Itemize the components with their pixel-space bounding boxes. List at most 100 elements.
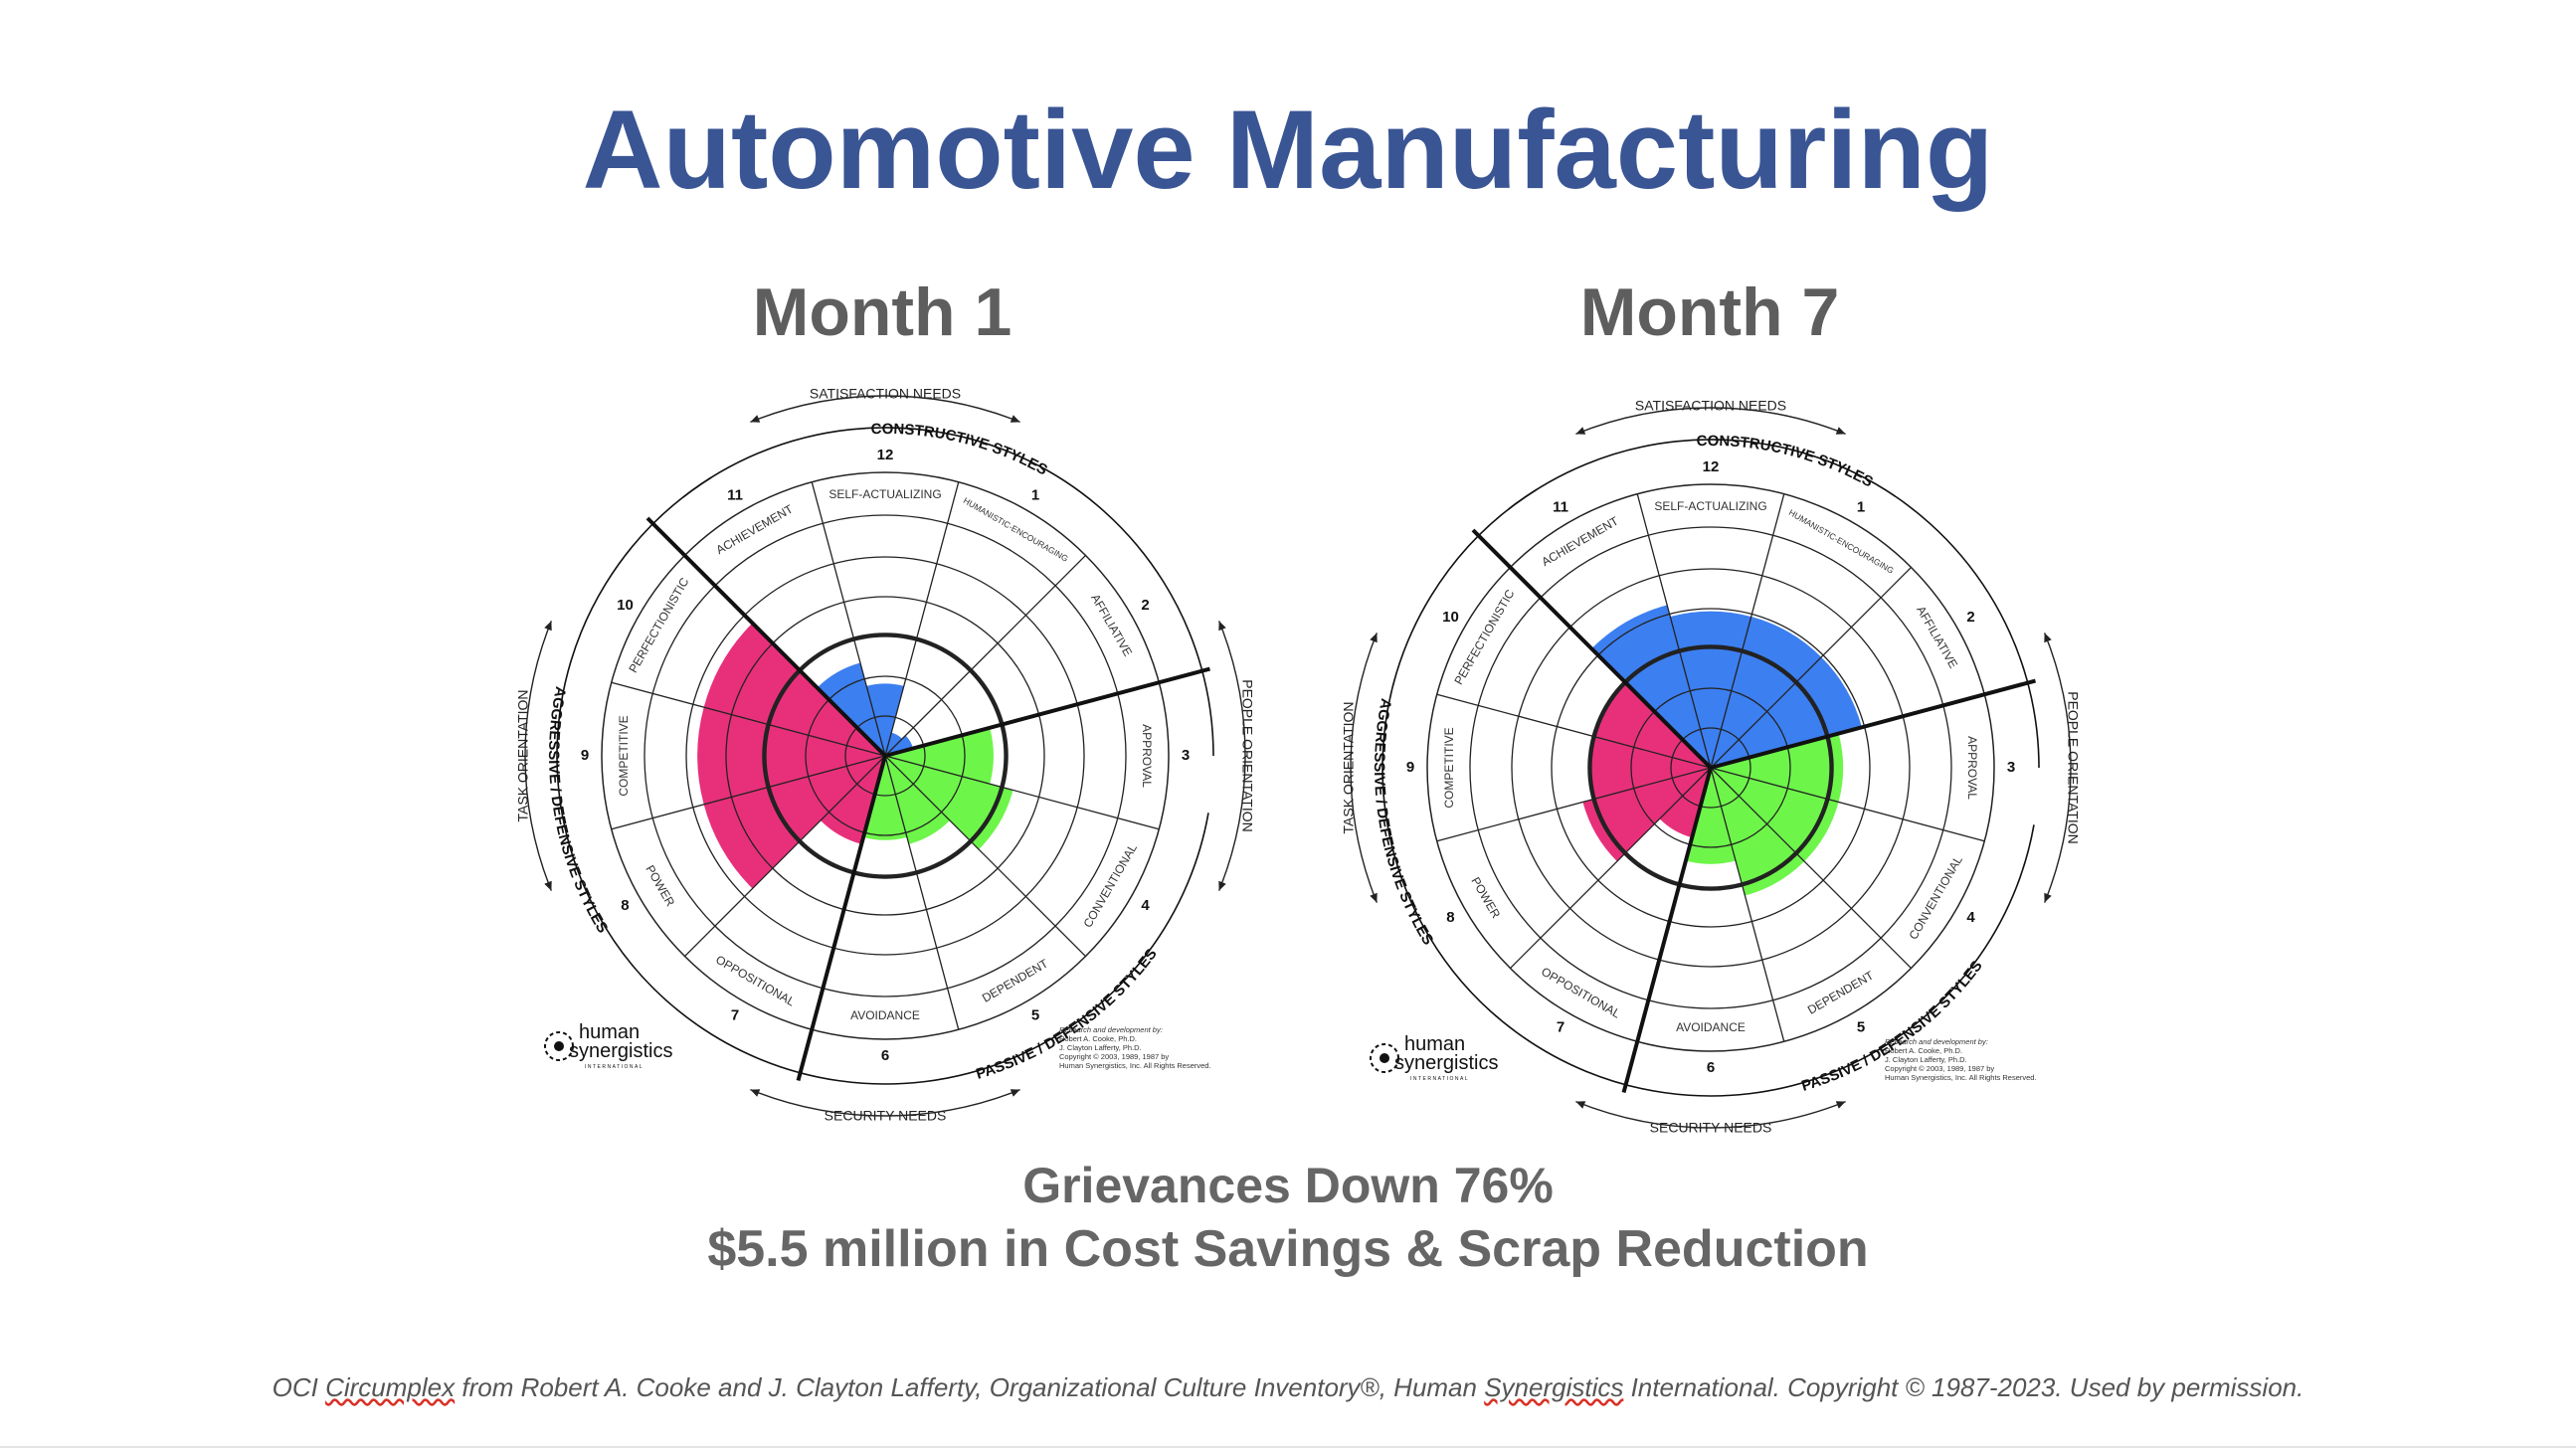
- arrowhead-8: [544, 621, 552, 632]
- style-bar-6: [1685, 768, 1737, 864]
- style-name-10: PERFECTIONISTIC: [1451, 587, 1517, 687]
- clock-number-4: 4: [1966, 909, 1975, 926]
- cluster-divider-3: [796, 755, 887, 1082]
- style-bar-7: [820, 756, 885, 844]
- clock-number-9: 9: [1406, 759, 1414, 776]
- research-credit: Research and development by:Robert A. Co…: [1885, 1037, 2037, 1082]
- cluster-divider-1: [645, 516, 887, 758]
- spoke-9: [684, 755, 886, 957]
- passive-arc: [1522, 824, 2035, 1097]
- style-name-10: PERFECTIONISTIC: [626, 575, 691, 675]
- style-bar-3: [1711, 733, 1844, 803]
- credit-line-2: Robert A. Cooke, Ph.D.: [1885, 1046, 1962, 1055]
- style-name-5: DEPENDENT: [1805, 968, 1877, 1016]
- task-arc: [1350, 633, 1379, 903]
- slide-title: Automotive Manufacturing: [582, 88, 1994, 212]
- style-name-4: CONVENTIONAL: [1906, 853, 1965, 942]
- style-name-5: DEPENDENT: [980, 956, 1051, 1004]
- style-name-2: AFFILIATIVE: [1914, 604, 1960, 670]
- logo-mark-center: [554, 1041, 564, 1051]
- footer-circumplex-word: Circumplex: [325, 1372, 456, 1402]
- security-needs-label: SECURITY NEEDS: [825, 1108, 947, 1124]
- constructive-arc: [682, 427, 1214, 757]
- clock-number-4: 4: [1141, 897, 1150, 914]
- circumplex-month-7: HUMANISTIC-ENCOURAGINGAFFILIATIVEAPPROVA…: [1341, 398, 2082, 1136]
- credit-line-3: J. Clayton Lafferty, Ph.D.: [1059, 1043, 1142, 1052]
- satisfaction-needs-label: SATISFACTION NEEDS: [1635, 398, 1786, 414]
- spoke-1: [1636, 493, 1712, 769]
- arrowhead-2: [1010, 415, 1020, 423]
- credit-line-1: Research and development by:: [1885, 1037, 1988, 1046]
- spoke-1: [811, 481, 886, 757]
- grid-ring-3: [1590, 647, 1831, 888]
- month-7-label: Month 7: [1579, 274, 1840, 350]
- style-bar-10: [703, 623, 885, 756]
- logo-line-3: INTERNATIONAL: [585, 1064, 644, 1070]
- style-bar-11: [1591, 605, 1711, 768]
- style-bar-10: [1594, 682, 1711, 768]
- aggressive-arc: [1381, 488, 1538, 1037]
- clock-number-3: 3: [1182, 747, 1190, 764]
- cost-savings-stat: $5.5 million in Cost Savings & Scrap Red…: [707, 1220, 1869, 1278]
- style-name-4: CONVENTIONAL: [1080, 841, 1140, 930]
- cluster-divider-1: [1471, 528, 1713, 770]
- footer-text-2: from Robert A. Cooke and J. Clayton Laff…: [455, 1372, 1485, 1402]
- clock-number-12: 12: [877, 447, 894, 463]
- credit-line-4: Copyright © 2003, 1989, 1987 by: [1885, 1064, 1994, 1073]
- credit-line-4: Copyright © 2003, 1989, 1987 by: [1059, 1052, 1169, 1061]
- style-bar-6: [863, 756, 907, 840]
- style-bar-12: [866, 683, 904, 756]
- label-ring: [1426, 483, 1995, 1052]
- label-ring: [601, 471, 1170, 1040]
- fiftieth-percentile-ring: [762, 633, 1009, 879]
- style-name-3: APPROVAL: [1140, 724, 1154, 788]
- style-name-9: COMPETITIVE: [1442, 727, 1456, 808]
- clock-number-7: 7: [731, 1007, 739, 1024]
- spoke-10: [1436, 767, 1712, 842]
- logo-mark-icon: [1370, 1043, 1399, 1073]
- orientation-arcs: [524, 395, 1246, 1117]
- spoke-3: [1710, 567, 1912, 769]
- grid-ring-5: [685, 556, 1085, 956]
- spoke-7: [1710, 767, 1785, 1042]
- people-arc: [2043, 633, 2072, 903]
- credit-line-5: Human Synergistics, Inc. All Rights Rese…: [1885, 1073, 2037, 1082]
- grid-ring-4: [1551, 608, 1871, 928]
- spoke-11: [1436, 693, 1712, 769]
- style-bar-8: [703, 756, 885, 889]
- style-name-7: OPPOSITIONAL: [1539, 965, 1623, 1021]
- style-name-11: ACHIEVEMENT: [714, 501, 797, 557]
- security-arc: [750, 1088, 1020, 1117]
- grid-ring-5: [1511, 568, 1911, 968]
- aggressive-defensive-label: AGGRESSIVE / DEFENSIVE STYLES: [1371, 697, 1436, 948]
- arrowhead-7: [1370, 892, 1378, 903]
- style-name-3: APPROVAL: [1965, 736, 1979, 800]
- spoke-2: [1710, 493, 1785, 769]
- security-arc: [1575, 1100, 1846, 1129]
- style-bar-7: [1659, 768, 1711, 838]
- clock-number-7: 7: [1557, 1019, 1564, 1036]
- arrowhead-4: [1575, 1101, 1586, 1109]
- style-bar-3: [885, 727, 994, 785]
- style-bar-2: [885, 735, 914, 756]
- credit-line-5: Human Synergistics, Inc. All Rights Rese…: [1059, 1061, 1211, 1070]
- logo-line-1: human: [1404, 1033, 1465, 1055]
- arrowhead-3: [1835, 1101, 1846, 1109]
- grid-rings: [601, 471, 1170, 1040]
- satisfaction-arc: [1575, 407, 1846, 436]
- orientation-arcs: [1350, 407, 2072, 1129]
- arrowhead-5: [2044, 633, 2052, 643]
- clock-number-8: 8: [1446, 909, 1454, 926]
- arrowhead-4: [750, 1089, 761, 1097]
- style-bar-1: [885, 732, 903, 756]
- credit-line-1: Research and development by:: [1059, 1025, 1163, 1034]
- bottom-divider: [0, 1446, 2576, 1448]
- clock-number-10: 10: [1442, 609, 1459, 626]
- grievances-stat: Grievances Down 76%: [1022, 1158, 1554, 1213]
- credit-line-2: Robert A. Cooke, Ph.D.: [1059, 1034, 1137, 1043]
- clock-number-2: 2: [1966, 609, 1974, 626]
- style-name-2: AFFILIATIVE: [1088, 592, 1135, 658]
- clock-number-10: 10: [617, 597, 634, 614]
